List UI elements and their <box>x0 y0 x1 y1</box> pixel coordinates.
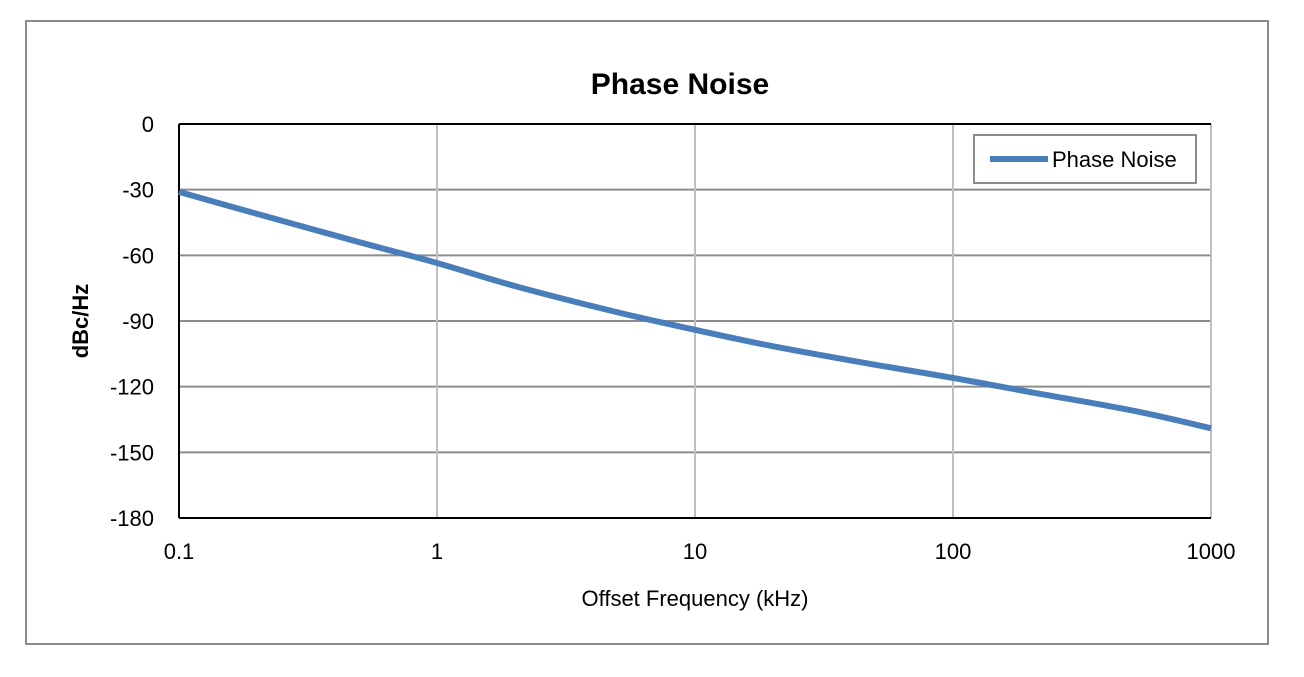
series-layer <box>178 188 1212 432</box>
x-axis-label: Offset Frequency (kHz) <box>582 586 809 611</box>
x-tick-labels: 0.1 1 10 100 1000 <box>164 539 1236 564</box>
y-tick-label: -120 <box>110 375 154 400</box>
x-tick-label: 10 <box>683 539 707 564</box>
x-tick-label: 100 <box>935 539 972 564</box>
y-axis-label: dBc/Hz <box>68 284 93 359</box>
axes <box>178 123 1211 519</box>
series-line-0 <box>178 188 1212 432</box>
x-tick-label: 1000 <box>1187 539 1236 564</box>
y-tick-label: 0 <box>142 112 154 137</box>
x-tick-label: 0.1 <box>164 539 195 564</box>
x-tick-label: 1 <box>431 539 443 564</box>
legend: Phase Noise <box>973 134 1197 184</box>
y-tick-labels: 0 -30 -60 -90 -120 -150 -180 <box>110 112 154 531</box>
y-tick-label: -90 <box>122 309 154 334</box>
legend-label: Phase Noise <box>1052 147 1177 172</box>
y-tick-label: -180 <box>110 506 154 531</box>
y-tick-label: -150 <box>110 440 154 465</box>
y-tick-label: -60 <box>122 243 154 268</box>
chart-title: Phase Noise <box>591 68 769 101</box>
y-tick-label: -30 <box>122 178 154 203</box>
